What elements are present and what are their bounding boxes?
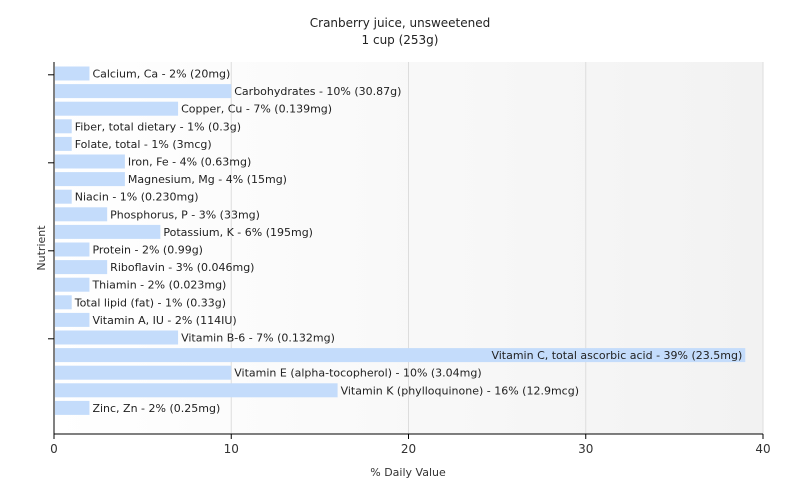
- bar: [55, 136, 72, 151]
- bar: [55, 101, 179, 116]
- bar: [55, 154, 125, 169]
- bar-label: Protein - 2% (0.99g): [92, 244, 203, 257]
- bar-label: Carbohydrates - 10% (30.87g): [234, 85, 401, 98]
- bars: Calcium, Ca - 2% (20mg) Carbohydrates - 1…: [55, 66, 746, 415]
- bar: [55, 383, 338, 398]
- bar: [55, 84, 232, 99]
- bar: [55, 277, 90, 292]
- bar-label: Vitamin E (alpha-tocopherol) - 10% (3.04…: [234, 367, 481, 380]
- bar: [55, 365, 232, 380]
- bar: [55, 189, 72, 204]
- bar-label: Folate, total - 1% (3mcg): [75, 138, 212, 151]
- bar: [55, 295, 72, 310]
- bar: [55, 224, 161, 239]
- bar: [55, 348, 746, 363]
- bar: [55, 119, 72, 134]
- bar-label: Vitamin B-6 - 7% (0.132mg): [181, 332, 335, 345]
- bar: [55, 172, 125, 187]
- bar: [55, 400, 90, 415]
- bar: [55, 242, 90, 257]
- x-axis-label: % Daily Value: [370, 466, 446, 479]
- bar: [55, 207, 108, 222]
- chart-subtitle: 1 cup (253g): [362, 33, 439, 47]
- bar-label: Phosphorus, P - 3% (33mg): [110, 208, 260, 221]
- x-tick-label: 30: [578, 442, 593, 456]
- bar-label: Niacin - 1% (0.230mg): [75, 191, 199, 204]
- bar-label: Zinc, Zn - 2% (0.25mg): [92, 402, 220, 415]
- x-tick-label: 40: [755, 442, 770, 456]
- bar-label: Thiamin - 2% (0.023mg): [91, 279, 226, 292]
- bar: [55, 312, 90, 327]
- bar-label: Potassium, K - 6% (195mg): [163, 226, 313, 239]
- bar-label: Total lipid (fat) - 1% (0.33g): [74, 296, 226, 309]
- x-tick-label: 0: [50, 442, 58, 456]
- bar-label: Iron, Fe - 4% (0.63mg): [128, 156, 251, 169]
- bar: [55, 260, 108, 275]
- bar-label: Fiber, total dietary - 1% (0.3g): [75, 120, 241, 133]
- axes: 0 10 20 30 40: [48, 62, 771, 456]
- bar-label: Magnesium, Mg - 4% (15mg): [128, 173, 287, 186]
- bar: [55, 330, 179, 345]
- bar-label: Vitamin A, IU - 2% (114IU): [92, 314, 236, 327]
- bar: [55, 66, 90, 81]
- bar-label: Vitamin C, total ascorbic acid - 39% (23…: [491, 349, 742, 362]
- x-tick-label: 10: [224, 442, 239, 456]
- bar-label: Calcium, Ca - 2% (20mg): [92, 68, 230, 81]
- bar-label: Riboflavin - 3% (0.046mg): [110, 261, 254, 274]
- bar-label: Copper, Cu - 7% (0.139mg): [181, 103, 332, 116]
- x-tick-label: 20: [401, 442, 416, 456]
- y-axis-label: Nutrient: [35, 225, 48, 271]
- chart-title: Cranberry juice, unsweetened: [310, 16, 490, 30]
- bar-label: Vitamin K (phylloquinone) - 16% (12.9mcg…: [341, 384, 579, 397]
